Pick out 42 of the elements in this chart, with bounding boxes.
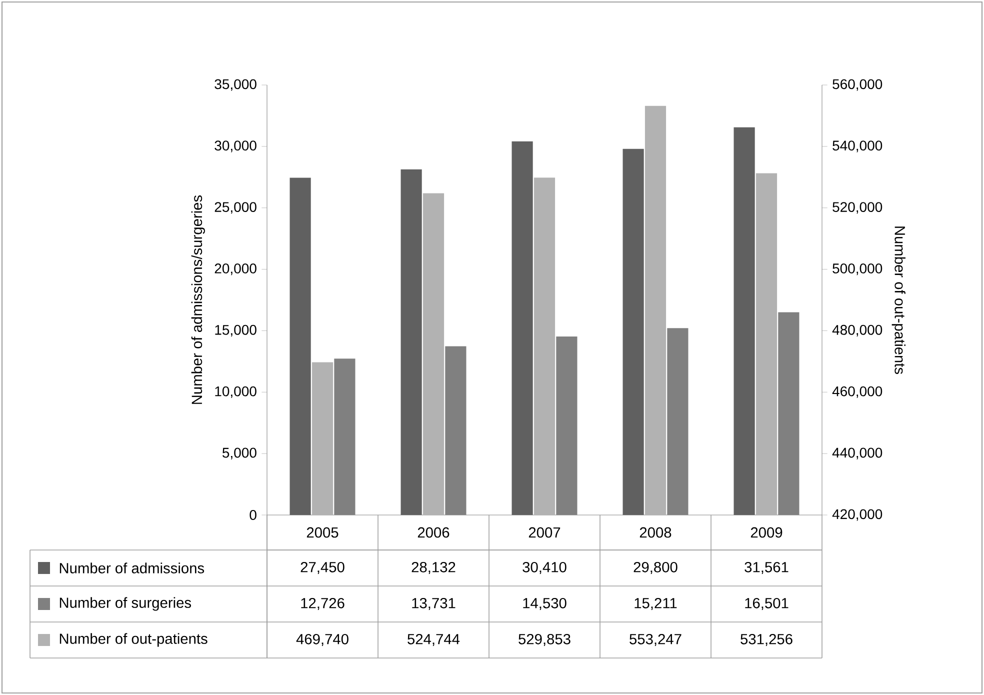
y-tick-label: 20,000 <box>214 264 256 276</box>
x-tick-label: 2005 <box>306 527 338 538</box>
data-label: 12,726 <box>301 598 344 610</box>
data-label: 13,731 <box>412 598 456 610</box>
legend-label: Number of out-patients <box>60 633 208 647</box>
y-tick-label: 35,000 <box>214 79 256 91</box>
y2-tick-label: 560,000 <box>832 79 882 91</box>
y2-axis-title: Number of out-patients <box>892 226 906 374</box>
x-tick-label: 2007 <box>528 527 560 538</box>
data-label: 524,744 <box>408 634 460 646</box>
data-label: 14,530 <box>523 598 566 610</box>
data-label: 469,740 <box>296 634 348 646</box>
bar <box>290 178 311 515</box>
y-tick-label: 30,000 <box>214 140 256 152</box>
data-label: 16,501 <box>745 598 788 610</box>
y-tick-label: 15,000 <box>215 324 256 336</box>
data-label: 28,132 <box>412 562 456 574</box>
legend-label: Number of admissions <box>60 562 204 574</box>
data-label: 30,410 <box>522 562 566 574</box>
x-tick-label: 2008 <box>640 527 672 538</box>
y-axis-title: Number of admissions/surgeries <box>191 195 205 404</box>
data-label: 29,800 <box>634 562 678 574</box>
data-label: 553,247 <box>630 634 682 646</box>
legend-label: Number of surgeries <box>60 597 192 611</box>
y-tick-label: 0 <box>250 510 256 520</box>
y2-tick-label: 480,000 <box>832 324 882 336</box>
y2-tick-label: 520,000 <box>832 202 882 214</box>
y2-tick-label: 540,000 <box>832 140 882 152</box>
x-tick-label: 2009 <box>750 527 782 538</box>
data-label: 529,853 <box>518 634 570 646</box>
data-label: 31,561 <box>744 562 788 574</box>
y2-tick-label: 500,000 <box>832 264 882 276</box>
x-tick-label: 2006 <box>418 527 450 538</box>
y2-tick-label: 420,000 <box>832 509 882 521</box>
y2-tick-label: 440,000 <box>832 448 882 460</box>
y2-tick-label: 460,000 <box>832 386 882 398</box>
data-label: 531,256 <box>740 634 792 646</box>
y-tick-label: 10,000 <box>215 386 256 398</box>
y-tick-label: 25,000 <box>214 202 256 214</box>
data-label: 15,211 <box>634 598 677 610</box>
data-label: 27,450 <box>300 562 344 574</box>
y-tick-label: 5,000 <box>222 448 256 460</box>
